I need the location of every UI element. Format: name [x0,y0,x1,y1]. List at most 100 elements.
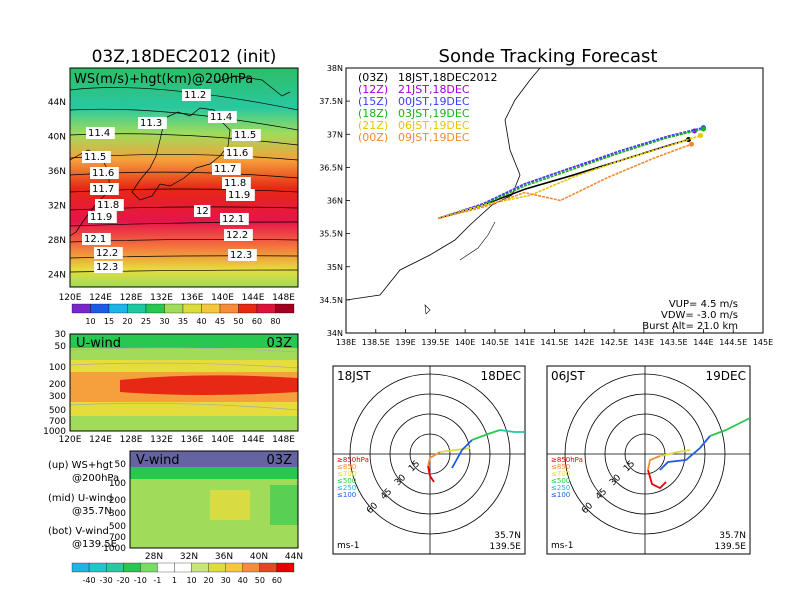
colorbar-tick-label: 60 [272,576,282,585]
hodograph-trace [427,451,441,467]
vwind-y-tick-label: 200 [109,496,126,506]
y-tick-label: 34N [327,329,343,338]
colorbar-segment [201,303,221,314]
y-tick-label: 35.5N [319,230,343,239]
hodograph-unit: ms-1 [551,541,573,551]
contour-label: 12.1 [222,214,244,225]
contour-label: 11.5 [234,130,256,141]
contour-label: 11.6 [226,148,248,159]
hodograph-level-label: ≤850 [337,463,356,471]
colorbar-tick-label: -30 [100,576,113,585]
hodograph-level-label: ≥850hPa [337,456,369,464]
vwind-x-tick-label: 36N [215,552,233,562]
ws-map-label: WS(m/s)+hgt(km)@200hPa [74,72,253,87]
vwind-y-tick-label: 700 [109,533,126,543]
colorbar-tick-label: 35 [178,317,188,326]
colorbar-tick-label: 50 [255,576,265,585]
colorbar-segment [242,562,260,573]
uwind-x-tick-label: 140E [211,435,234,445]
contour-label-box [208,111,237,123]
uwind-frame [69,333,299,432]
hodograph-trace [471,429,501,441]
x-tick-label: 144.5E [719,338,747,347]
legend-note-sub: @35.7N [72,506,112,517]
uwind-x-tick-label: 144E [242,435,265,445]
vwind-time: 03Z [267,453,293,468]
vwind-x-tick-label: 44N [285,552,303,562]
hodograph-lon: 139.5E [715,542,747,552]
colorbar-segment [90,303,110,314]
colorbar-segment [275,303,295,314]
colorbar-segment [123,562,141,573]
colorbar-tick-label: 30 [221,576,231,585]
colorbar-tick-label: 20 [122,317,132,326]
contour-label-box [95,199,124,211]
x-tick-label: 139.5E [421,338,449,347]
track-legend-code: (00Z) [358,131,388,144]
track-series-line [438,134,701,220]
colorbar-tick-label: 30 [159,317,169,326]
uwind-y-tick-label: 1000 [43,427,66,437]
contour-label-box [222,177,251,189]
lat-tick-label: 28N [48,236,66,246]
track-series-line [438,143,692,220]
contour-label: 12.2 [226,230,248,241]
vwind-x-tick-label: 28N [145,552,163,562]
uwind-x-tick-label: 132E [150,435,173,445]
uwind-x-tick-label: 136E [181,435,204,445]
contour-label-box [82,233,111,245]
right-title: Sonde Tracking Forecast [439,46,658,67]
track-info-line: VUP= 4.5 m/s [669,299,738,310]
hodograph-level-label: ≤700 [337,470,356,478]
colorbar-tick-label: -1 [153,576,161,585]
uwind-time: 03Z [267,336,293,351]
colorbar-segment [108,303,128,314]
hodograph-trace [659,449,691,457]
uwind-y-tick-label: 200 [49,380,66,390]
colorbar-tick-label: 60 [252,317,262,326]
colorbar-segment [191,562,209,573]
uwind-x-tick-label: 120E [59,435,82,445]
contour-line [70,108,298,131]
colorbar-segment [140,562,158,573]
colorbar-segment [238,303,258,314]
track-legend-code: (18Z) [358,107,388,120]
lon-tick-label: 128E [120,293,143,303]
contour-label: 11.7 [92,184,114,195]
colorbar-segment [164,303,184,314]
hodograph-level-label: ≤500 [337,477,356,485]
x-tick-label: 140.5E [481,338,509,347]
hodograph-date: 18DEC [481,369,521,383]
vwind-y-tick-label: 1000 [103,544,126,554]
track-endpoint [697,133,703,139]
hodograph-trace [439,447,471,453]
tracking-frame [345,67,764,334]
colorbar-segment [276,562,295,573]
coastline [213,75,291,97]
contour-label: 11.8 [224,178,246,189]
contour-label-box [232,129,261,141]
hodograph-level-label: ≤500 [551,477,570,485]
track-legend-label: 18JST,18DEC2012 [398,71,498,84]
colorbar-tick-label: 10 [186,576,196,585]
y-tick-label: 36.5N [319,163,343,172]
colorbar-tick-label: -20 [117,576,130,585]
lon-tick-label: 124E [89,293,112,303]
colorbar-tick-label: 1 [172,576,177,585]
ws-map-frame [69,67,299,288]
contour-line [70,221,298,227]
colorbar-segment [174,562,192,573]
hodograph-time: 18JST [337,369,371,383]
track-info-line: Burst Alt= 21.0 km [642,321,738,332]
lat-tick-label: 36N [48,167,66,177]
contour-label: 12.2 [96,248,118,259]
hodograph-level-label: ≤250 [337,484,356,492]
x-tick-label: 139E [395,338,415,347]
track-legend-label: 09JST,19DEC [398,131,470,144]
colorbar-segment [157,562,175,573]
colorbar-segment [256,303,276,314]
contour-label: 11.4 [210,112,232,123]
contour-label-box [220,213,249,225]
colorbar-segment [88,562,107,573]
